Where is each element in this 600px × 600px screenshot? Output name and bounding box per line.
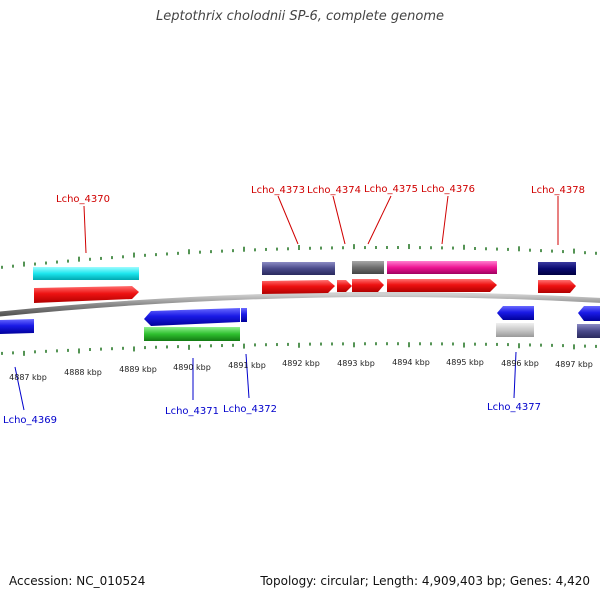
gene-label-lcho-4370: Lcho_4370 <box>56 194 110 205</box>
gene-label-lcho-4377: Lcho_4377 <box>487 402 541 413</box>
accession-text: Accession: NC_010524 <box>9 574 146 588</box>
map-title: Leptothrix cholodnii SP-6, complete geno… <box>156 9 444 24</box>
cds-arrow-reverse <box>497 306 534 320</box>
gene-label-lcho-4376: Lcho_4376 <box>421 184 475 195</box>
gene-feature-slate <box>577 324 600 338</box>
gene-feature-magenta <box>387 261 497 274</box>
label-connector <box>83 205 87 254</box>
gene-feature-slate <box>262 262 335 275</box>
gene-label-lcho-4371: Lcho_4371 <box>165 406 219 417</box>
gene-label-lcho-4369: Lcho_4369 <box>3 415 57 426</box>
cds-arrow-forward <box>34 286 139 303</box>
kbp-label: 4890 kbp <box>173 363 211 372</box>
genome-backbone <box>0 292 600 317</box>
gene-label-lcho-4378: Lcho_4378 <box>531 185 585 196</box>
cds-arrow-reverse <box>241 308 247 322</box>
kbp-label: 4891 kbp <box>228 361 266 370</box>
cds-arrow-reverse <box>578 306 600 321</box>
label-connector <box>513 351 517 399</box>
gene-feature-lightgrey <box>496 323 534 337</box>
cds-arrow-forward <box>538 280 576 293</box>
cds-arrow-reverse <box>144 308 240 326</box>
kbp-label: 4888 kbp <box>64 368 102 377</box>
outer-scale-ticks <box>1 244 597 269</box>
kbp-label: 4897 kbp <box>555 360 593 369</box>
gene-feature-navy <box>538 262 576 275</box>
gene-label-lcho-4375: Lcho_4375 <box>364 184 418 195</box>
kbp-label: 4894 kbp <box>392 358 430 367</box>
inner-scale-ticks <box>1 342 597 356</box>
kbp-label: 4893 kbp <box>337 359 375 368</box>
gene-feature-grey <box>352 261 384 274</box>
kbp-label: 4892 kbp <box>282 359 320 368</box>
label-connector <box>367 195 392 245</box>
label-connector <box>14 366 25 411</box>
cds-arrow-forward <box>337 280 352 292</box>
gene-feature-cyan <box>33 267 139 280</box>
cds-arrow-forward <box>387 279 497 292</box>
label-connector <box>277 195 299 245</box>
gene-label-lcho-4372: Lcho_4372 <box>223 404 277 415</box>
kbp-label: 4887 kbp <box>9 373 47 382</box>
gene-label-lcho-4373: Lcho_4373 <box>251 185 305 196</box>
gene-label-lcho-4374: Lcho_4374 <box>307 185 361 196</box>
label-connector <box>332 195 346 245</box>
label-connector <box>245 353 250 399</box>
cds-arrow-reverse <box>0 319 34 334</box>
kbp-label: 4896 kbp <box>501 359 539 368</box>
cds-arrow-forward <box>352 279 384 292</box>
label-connector <box>441 195 449 245</box>
genome-summary-text: Topology: circular; Length: 4,909,403 bp… <box>260 574 590 588</box>
gene-feature-green <box>144 327 240 341</box>
kbp-label: 4889 kbp <box>119 365 157 374</box>
cds-arrow-forward <box>262 280 335 294</box>
kbp-label: 4895 kbp <box>446 358 484 367</box>
